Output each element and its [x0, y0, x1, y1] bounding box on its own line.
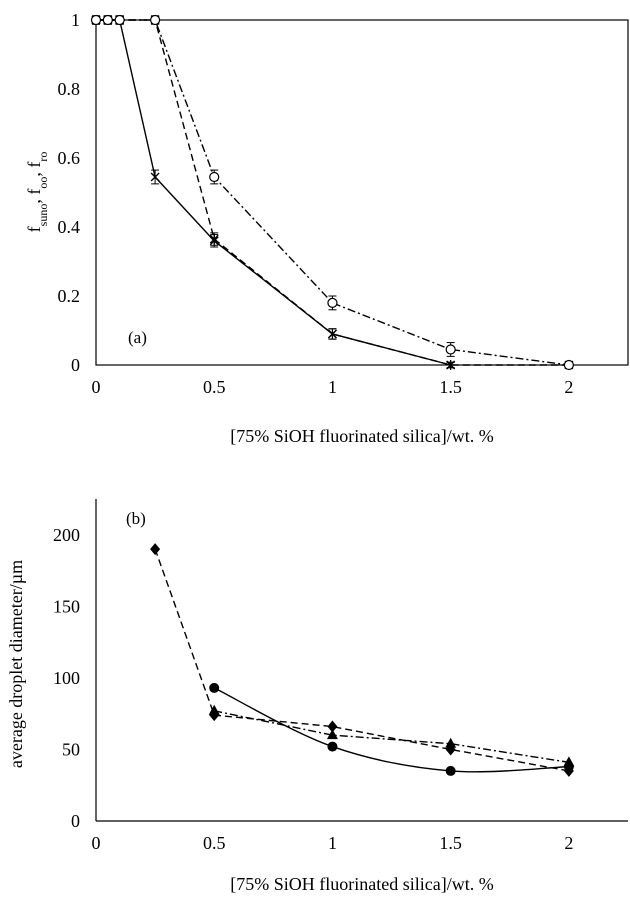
- y-tick-label: 0.4: [58, 217, 81, 237]
- series-line-dashed-diamond: [154, 548, 570, 772]
- series-line-solid-cross: [96, 19, 451, 366]
- series-group-b: [150, 543, 575, 777]
- y-axis-title-subscript: suno: [36, 204, 50, 227]
- y-axis-title-part: f: [24, 226, 44, 232]
- x-tick-label: 0.5: [203, 377, 226, 397]
- series-line-dashed-star: [96, 19, 569, 366]
- data-point: [327, 741, 338, 752]
- y-tick-label: 100: [53, 668, 80, 688]
- x-axis-title-b: [75% SiOH fluorinated silica]/wt. %: [230, 874, 493, 894]
- y-axis-title-a: fsuno, foo, fro: [24, 152, 50, 233]
- data-point: [209, 234, 219, 245]
- data-point: [327, 720, 338, 733]
- series-line-solid-circle: [213, 687, 569, 773]
- x-tick-label: 0.5: [203, 833, 226, 853]
- data-point: [90, 14, 102, 26]
- series-line-dashdot-circle: [96, 19, 569, 366]
- data-point: [563, 756, 575, 767]
- y-axis-title-b: average droplet diameter/µm: [6, 560, 26, 768]
- x-tick-labels-a: 0 0.5 1 1.5 2: [92, 377, 574, 397]
- x-tick-labels-b: 0 0.5 1 1.5 2: [92, 833, 574, 853]
- x-tick-label: 0: [92, 377, 101, 397]
- y-tick-label: 150: [53, 596, 80, 616]
- y-axis-title-subscript: ro: [36, 152, 50, 162]
- y-tick-label: 0.2: [58, 286, 81, 306]
- y-tick-label: 0.6: [58, 148, 81, 168]
- chart-panel-a: 0 0.5 1 1.5 2 0 0.2 0.4 0.6 0.8 1 (a) [75% SiOH f…: [24, 10, 629, 446]
- y-tick-label: 50: [62, 739, 80, 759]
- data-point: [328, 328, 337, 339]
- y-axis-title-subscript: oo: [36, 177, 50, 189]
- y-tick-label: 0: [71, 811, 80, 831]
- data-point: [446, 360, 456, 370]
- data-point: [114, 14, 125, 26]
- x-tick-label: 2: [564, 377, 573, 397]
- data-point: [563, 359, 574, 371]
- data-point: [445, 765, 456, 776]
- panel-label-b: (b): [126, 509, 146, 528]
- data-point: [208, 704, 220, 715]
- y-tick-label: 200: [53, 525, 80, 545]
- data-point: [326, 729, 338, 740]
- data-point: [102, 14, 113, 26]
- data-point: [563, 764, 574, 777]
- y-axis-title-part: , f: [24, 189, 44, 204]
- y-tick-labels-b: 0 50 100 150 200: [53, 525, 80, 831]
- panel-label-a: (a): [128, 328, 147, 347]
- data-point: [327, 297, 338, 308]
- series-line-dashdot-triangle: [214, 710, 569, 764]
- data-point: [445, 344, 456, 355]
- y-tick-label: 0: [71, 355, 80, 375]
- data-point: [150, 543, 161, 556]
- x-axis-title-a: [75% SiOH fluorinated silica]/wt. %: [230, 426, 493, 446]
- x-tick-label: 2: [564, 833, 573, 853]
- y-axis-title-part: , f: [24, 162, 44, 177]
- marker-stroke: [150, 172, 160, 182]
- x-tick-label: 1.5: [439, 833, 462, 853]
- plot-area-frame-a: [95, 19, 629, 366]
- y-tick-labels-a: 0 0.2 0.4 0.6 0.8 1: [58, 10, 81, 375]
- x-tick-label: 1.5: [439, 377, 462, 397]
- data-point: [209, 171, 220, 183]
- x-tick-label: 0: [92, 833, 101, 853]
- x-tick-label: 1: [328, 377, 337, 397]
- chart-panel-b: 0 0.5 1 1.5 2 0 50 100 150 200 (b) [75% SiOH flu…: [6, 499, 628, 894]
- y-tick-label: 1: [71, 10, 80, 30]
- x-tick-label: 1: [328, 833, 337, 853]
- data-point: [445, 737, 457, 748]
- data-point: [209, 682, 220, 693]
- series-group-a: [90, 14, 574, 371]
- y-tick-label: 0.8: [58, 79, 81, 99]
- data-point: [150, 14, 161, 26]
- data-point: [150, 172, 160, 182]
